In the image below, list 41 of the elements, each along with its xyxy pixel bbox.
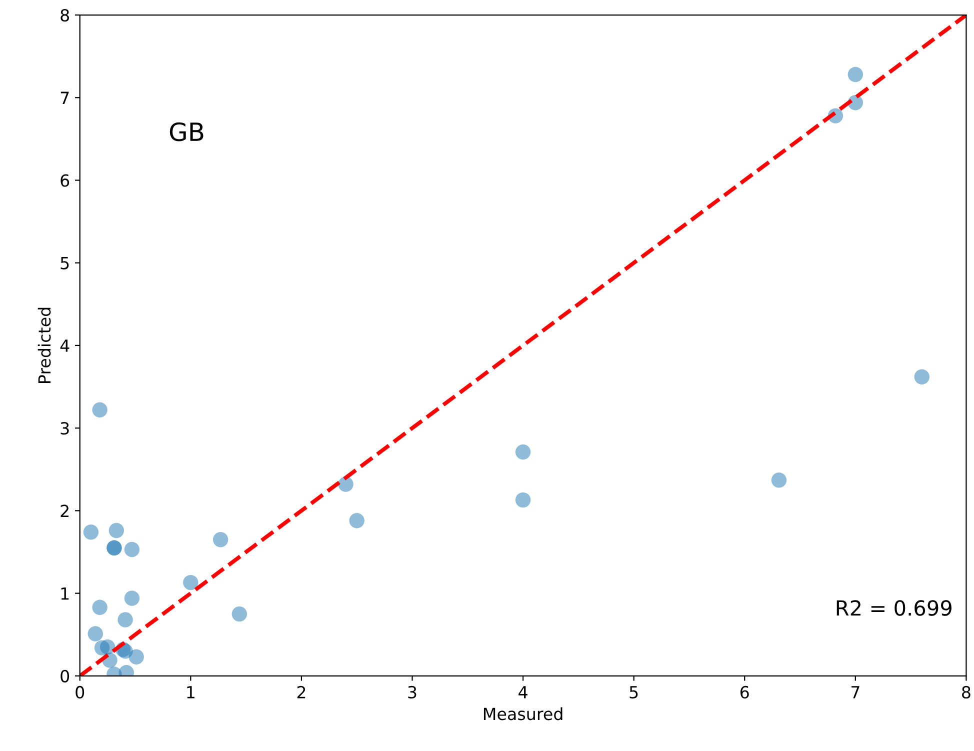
- point: [118, 612, 133, 628]
- point: [128, 649, 144, 665]
- x-tick-label: 4: [518, 686, 528, 698]
- x-tick-label: 0: [76, 686, 84, 699]
- y-tick-label: 6: [60, 174, 70, 187]
- x-tick-label: 3: [408, 686, 416, 699]
- point: [92, 600, 108, 615]
- x-tick-label: 8: [962, 686, 970, 699]
- y-tick-label: 8: [60, 8, 70, 22]
- x-tick-label: 1: [187, 686, 194, 698]
- x-tick-label: 7: [851, 686, 860, 698]
- point: [108, 522, 124, 538]
- y-tick-label: 2: [60, 504, 68, 518]
- point: [124, 590, 140, 606]
- point: [183, 574, 198, 590]
- point: [848, 66, 864, 82]
- point: [83, 524, 99, 540]
- point: [349, 512, 364, 528]
- x-tick-label: 6: [740, 686, 749, 699]
- point: [124, 542, 140, 558]
- point: [771, 472, 787, 488]
- y-tick-label: 1: [61, 587, 69, 600]
- point: [100, 639, 116, 655]
- y-tick-label: 4: [60, 340, 70, 352]
- point: [212, 532, 228, 548]
- x-tick-label: 2: [297, 686, 306, 698]
- y-axis-title: Predicted: [38, 308, 51, 383]
- point: [232, 606, 248, 622]
- y-tick-label: 3: [60, 422, 69, 435]
- x-tick-label: 5: [630, 686, 638, 699]
- point: [92, 402, 108, 418]
- y-tick-label: 0: [60, 670, 70, 682]
- y-tick-label: 5: [60, 257, 69, 270]
- y-tick-label: 7: [60, 92, 69, 104]
- x-axis-title: Measured: [484, 707, 562, 720]
- annotation: R2 = 0.699: [836, 600, 952, 616]
- annotation: GB: [170, 122, 204, 142]
- point: [515, 444, 531, 460]
- point: [88, 626, 103, 642]
- point: [515, 492, 531, 508]
- point: [914, 369, 930, 384]
